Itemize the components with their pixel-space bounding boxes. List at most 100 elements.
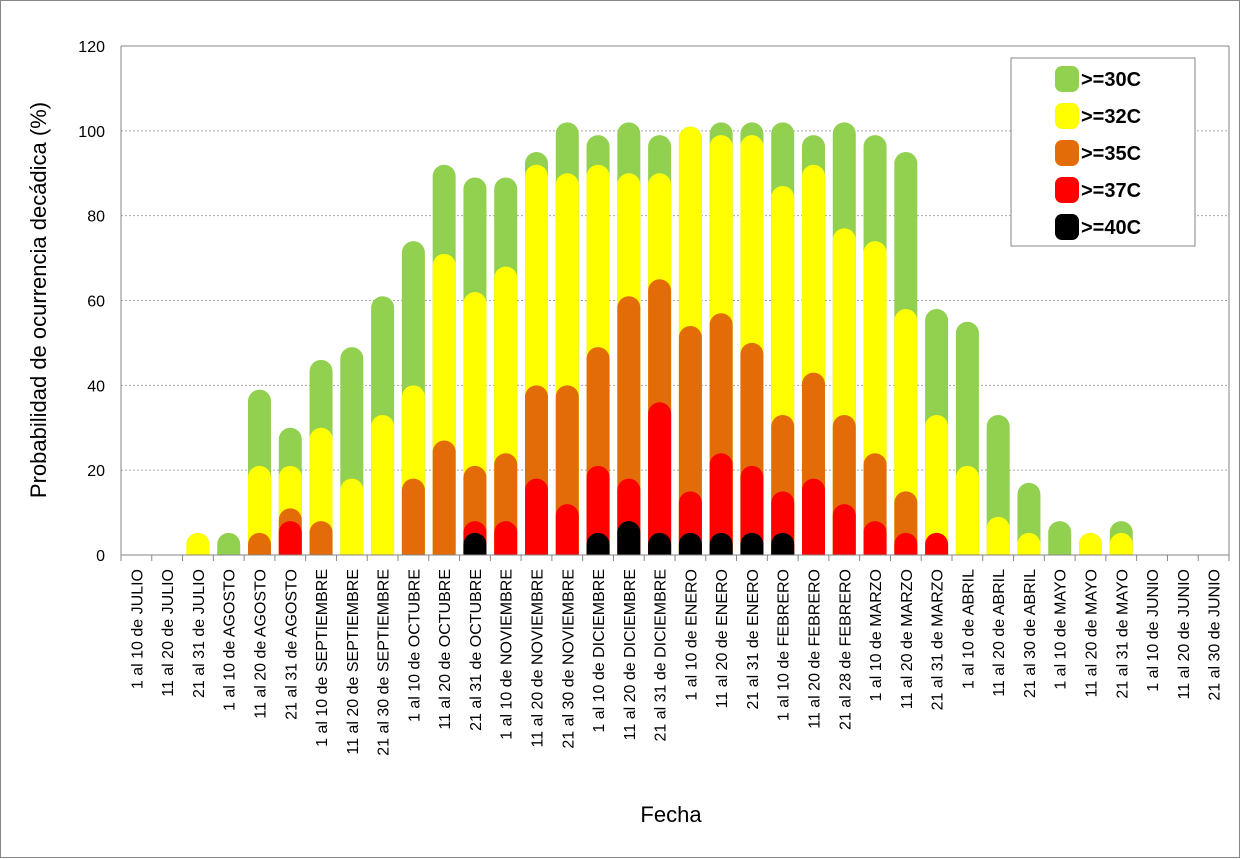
x-tick-label: 21 al 31 de OCTUBRE xyxy=(468,569,485,731)
x-tick-label: 11 al 20 de NOVIEMBRE xyxy=(530,569,547,747)
x-tick-label: 11 al 20 de FEBRERO xyxy=(807,569,824,729)
bar-32c xyxy=(925,415,949,555)
bar-37c xyxy=(863,521,887,555)
bar-30c xyxy=(217,532,241,555)
x-tick-label: 11 al 20 de AGOSTO xyxy=(253,569,270,719)
bar-37c xyxy=(278,521,302,555)
bar-30c xyxy=(1048,521,1072,555)
bar-40c xyxy=(771,532,795,555)
x-tick-label: 21 al 31 de JULIO xyxy=(191,569,208,698)
x-axis-title: Fecha xyxy=(640,802,702,827)
bar-40c xyxy=(586,532,610,555)
x-tick-label: 1 al 10 de FEBRERO xyxy=(776,569,793,721)
legend-label: >=32C xyxy=(1081,106,1141,128)
x-tick-label: 11 al 20 de ENERO xyxy=(714,569,731,708)
x-tick-label: 1 al 10 de SEPTIEMBRE xyxy=(314,569,331,747)
x-tick-label: 1 al 10 de NOVIEMBRE xyxy=(499,569,516,740)
x-tick-label: 1 al 10 de JUNIO xyxy=(1145,569,1162,692)
x-tick-label: 21 al 31 de ENERO xyxy=(745,569,762,710)
legend-swatch xyxy=(1055,103,1079,129)
y-tick-label: 0 xyxy=(96,548,105,565)
x-tick-label: 1 al 10 de MARZO xyxy=(868,569,885,702)
bar-32c xyxy=(340,478,364,555)
x-tick-label: 11 al 20 de MARZO xyxy=(899,569,916,709)
x-tick-label: 21 al 30 de JUNIO xyxy=(1207,569,1224,701)
bar-37c xyxy=(832,504,856,555)
x-tick-label: 21 al 30 de ABRIL xyxy=(1022,569,1039,698)
bar-40c xyxy=(617,521,641,555)
x-tick-label: 11 al 20 de JUNIO xyxy=(1176,569,1193,699)
legend-label: >=37C xyxy=(1081,180,1141,202)
legend-label: >=35C xyxy=(1081,143,1141,165)
legend-swatch xyxy=(1055,140,1079,166)
bar-32c xyxy=(1017,532,1041,555)
x-tick-label: 11 al 20 de OCTUBRE xyxy=(437,569,454,730)
x-tick-label: 21 al 28 de FEBRERO xyxy=(837,569,854,730)
legend-label: >=40C xyxy=(1081,217,1141,239)
y-axis-title: Probabilidad de ocurrencia decádica (%) xyxy=(26,102,51,498)
x-tick-label: 1 al 10 de OCTUBRE xyxy=(406,569,423,722)
legend-swatch xyxy=(1055,66,1079,92)
y-tick-labels: 0 20 40 60 80 100 120 xyxy=(78,39,105,565)
y-tick-label: 40 xyxy=(87,378,105,395)
legend: >=30C >=32C >=35C >=37C >=40C xyxy=(1010,57,1196,247)
x-tick-label: 1 al 10 de JULIO xyxy=(129,569,146,689)
bar-40c xyxy=(709,532,733,555)
bar-35c xyxy=(432,440,456,555)
bar-35c xyxy=(401,478,425,555)
x-tick-label: 1 al 10 de MAYO xyxy=(1053,569,1070,690)
bar-40c xyxy=(678,532,702,555)
y-tick-label: 20 xyxy=(87,463,105,480)
bar-32c xyxy=(186,532,210,555)
x-tick-label: 11 al 20 de JULIO xyxy=(160,569,177,697)
bar-35c xyxy=(309,521,333,555)
x-tick-label: 11 al 20 de DICIEMBRE xyxy=(622,569,639,740)
y-tick-label: 80 xyxy=(87,209,105,226)
x-tick-label: 11 al 20 de SEPTIEMBRE xyxy=(345,569,362,755)
y-tick-label: 60 xyxy=(87,294,105,311)
legend-swatch xyxy=(1055,177,1079,203)
bar-35c xyxy=(248,532,271,555)
x-tick-labels: 1 al 10 de JULIO 11 al 20 de JULIO 21 al 3… xyxy=(120,555,1230,756)
gridlines xyxy=(121,130,1229,471)
x-tick-label: 1 al 10 de DICIEMBRE xyxy=(591,569,608,733)
x-tick-label: 21 al 30 de SEPTIEMBRE xyxy=(376,569,393,756)
x-tick-label: 11 al 20 de ABRIL xyxy=(991,569,1008,697)
x-tick-label: 21 al 30 de NOVIEMBRE xyxy=(560,569,577,749)
bar-40c xyxy=(648,532,672,555)
x-tick-label: 1 al 10 de ABRIL xyxy=(960,569,977,689)
bar-37c xyxy=(802,478,825,555)
bar-37c xyxy=(648,402,672,555)
bar-32c xyxy=(986,516,1010,555)
bar-37c xyxy=(925,532,949,555)
bar-40c xyxy=(740,532,764,555)
y-tick-label: 100 xyxy=(78,124,105,141)
legend-label: >=30C xyxy=(1081,69,1141,91)
bar-37c xyxy=(709,453,733,555)
bar-37c xyxy=(494,521,518,555)
bars xyxy=(186,122,1133,555)
bar-37c xyxy=(555,504,579,555)
x-tick-label: 21 al 31 de DICIEMBRE xyxy=(653,569,670,742)
bar-37c xyxy=(740,465,764,555)
y-tick-label: 120 xyxy=(78,39,105,56)
legend-box xyxy=(1010,57,1196,247)
bar-40c xyxy=(463,532,487,555)
bar-37c xyxy=(894,532,918,555)
x-tick-label: 1 al 10 de AGOSTO xyxy=(222,569,239,711)
bar-32c xyxy=(371,415,395,555)
x-tick-label: 1 al 10 de ENERO xyxy=(683,569,700,701)
bar-32c xyxy=(1109,532,1133,555)
bar-37c xyxy=(525,478,548,555)
x-tick-label: 21 al 31 de MARZO xyxy=(930,569,947,710)
bar-32c xyxy=(1079,532,1102,555)
bar-32c xyxy=(248,465,271,555)
legend-swatch xyxy=(1055,214,1079,240)
bar-37c xyxy=(586,465,610,555)
x-tick-label: 21 al 31 de AGOSTO xyxy=(283,569,300,720)
x-tick-label: 21 al 31 de MAYO xyxy=(1114,569,1131,699)
bar-32c xyxy=(955,465,979,555)
x-tick-label: 11 al 20 de MAYO xyxy=(1084,569,1101,697)
